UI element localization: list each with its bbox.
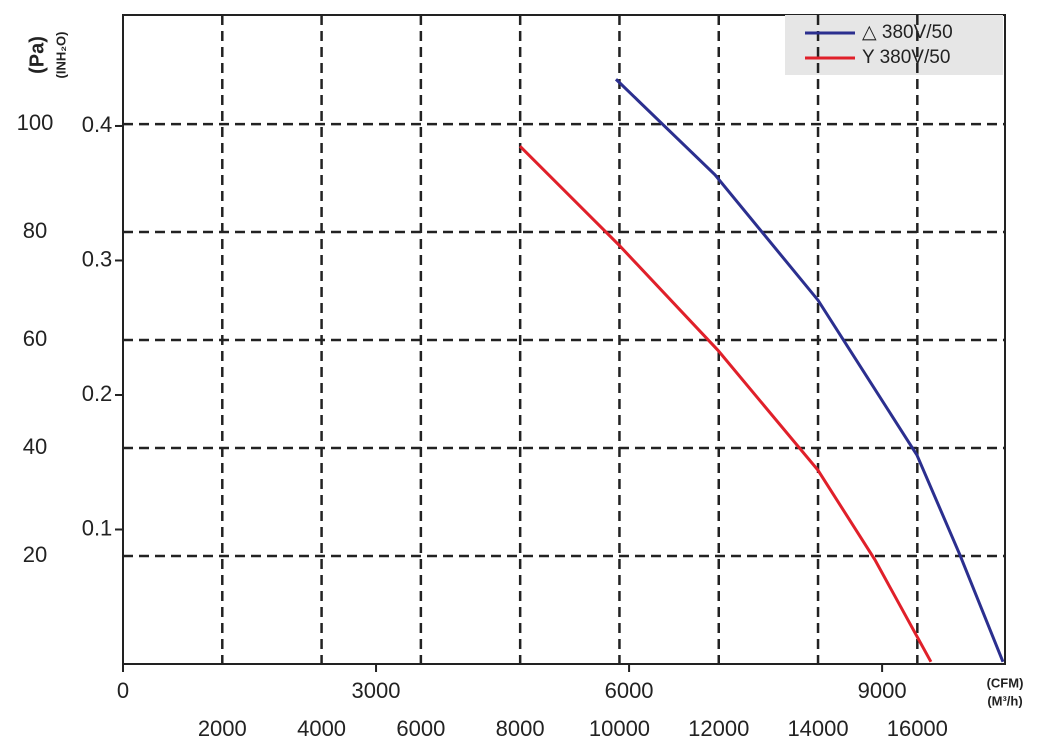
y2-axis-label: (INH₂O): [53, 32, 68, 79]
y-tick-label: 100: [17, 110, 54, 135]
x-tick-label: 4000: [297, 716, 346, 741]
y-axis-label: (Pa): [26, 36, 48, 74]
x-tick-label: 6000: [396, 716, 445, 741]
legend-label: Y 380V/50: [862, 47, 950, 68]
x-tick-label: 8000: [496, 716, 545, 741]
x2-tick-label: 3000: [352, 678, 401, 703]
x2-tick-label: 9000: [858, 678, 907, 703]
legend-label: △ 380V/50: [862, 22, 953, 43]
y-tick-label: 20: [23, 542, 47, 567]
x2-tick-label: 6000: [605, 678, 654, 703]
y-tick-label: 60: [23, 326, 47, 351]
x2-axis-label: (CFM): [987, 675, 1024, 690]
x-tick-label: 14000: [787, 716, 848, 741]
y2-tick-label: 0.1: [82, 515, 113, 540]
x-tick-label: 2000: [198, 716, 247, 741]
line-series: [614, 78, 1005, 663]
legend-box: [785, 15, 1003, 75]
y2-tick-label: 0.3: [82, 246, 113, 271]
x2-tick-label: 0: [117, 678, 129, 703]
y2-tick-label: 0.4: [82, 112, 113, 137]
y2-tick-label: 0.2: [82, 381, 113, 406]
x-tick-label: 10000: [589, 716, 650, 741]
x-axis-label: (M³/h): [987, 693, 1022, 708]
y-tick-label: 80: [23, 218, 47, 243]
line-series: [518, 145, 933, 663]
y-tick-label: 40: [23, 434, 47, 459]
x-tick-label: 12000: [688, 716, 749, 741]
x-tick-label: 16000: [887, 716, 948, 741]
